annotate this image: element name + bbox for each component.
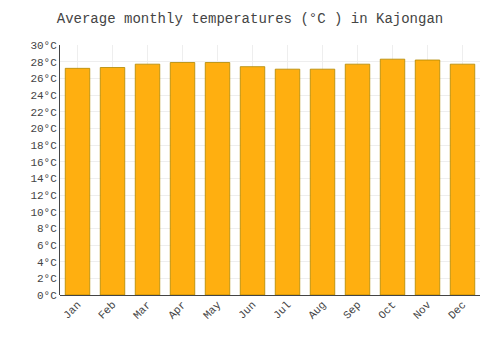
svg-text:6°C: 6°C: [37, 240, 57, 252]
svg-text:20°C: 20°C: [30, 123, 57, 135]
svg-text:Aug: Aug: [306, 299, 328, 321]
svg-text:26°C: 26°C: [30, 73, 57, 85]
svg-text:Jan: Jan: [61, 299, 83, 321]
svg-text:Jul: Jul: [271, 299, 293, 321]
svg-text:28°C: 28°C: [30, 57, 57, 69]
svg-text:14°C: 14°C: [30, 173, 57, 185]
svg-text:30°C: 30°C: [30, 40, 57, 52]
svg-text:2°C: 2°C: [37, 273, 57, 285]
svg-text:Dec: Dec: [446, 299, 468, 321]
svg-text:22°C: 22°C: [30, 107, 57, 119]
svg-text:0°C: 0°C: [37, 290, 57, 302]
svg-text:Nov: Nov: [411, 299, 434, 322]
svg-text:18°C: 18°C: [30, 140, 57, 152]
svg-text:Sep: Sep: [341, 299, 363, 321]
svg-text:Feb: Feb: [96, 299, 118, 321]
svg-text:Oct: Oct: [376, 299, 398, 321]
svg-text:24°C: 24°C: [30, 90, 57, 102]
svg-text:16°C: 16°C: [30, 157, 57, 169]
svg-text:Mar: Mar: [131, 299, 153, 321]
svg-text:Average monthly temperatures (: Average monthly temperatures (°C ) in Ka…: [57, 11, 443, 27]
svg-text:4°C: 4°C: [37, 257, 57, 269]
svg-text:Apr: Apr: [166, 299, 188, 321]
svg-text:8°C: 8°C: [37, 223, 57, 235]
svg-text:May: May: [201, 299, 224, 322]
svg-text:10°C: 10°C: [30, 207, 57, 219]
svg-text:12°C: 12°C: [30, 190, 57, 202]
svg-text:Jun: Jun: [236, 299, 258, 321]
